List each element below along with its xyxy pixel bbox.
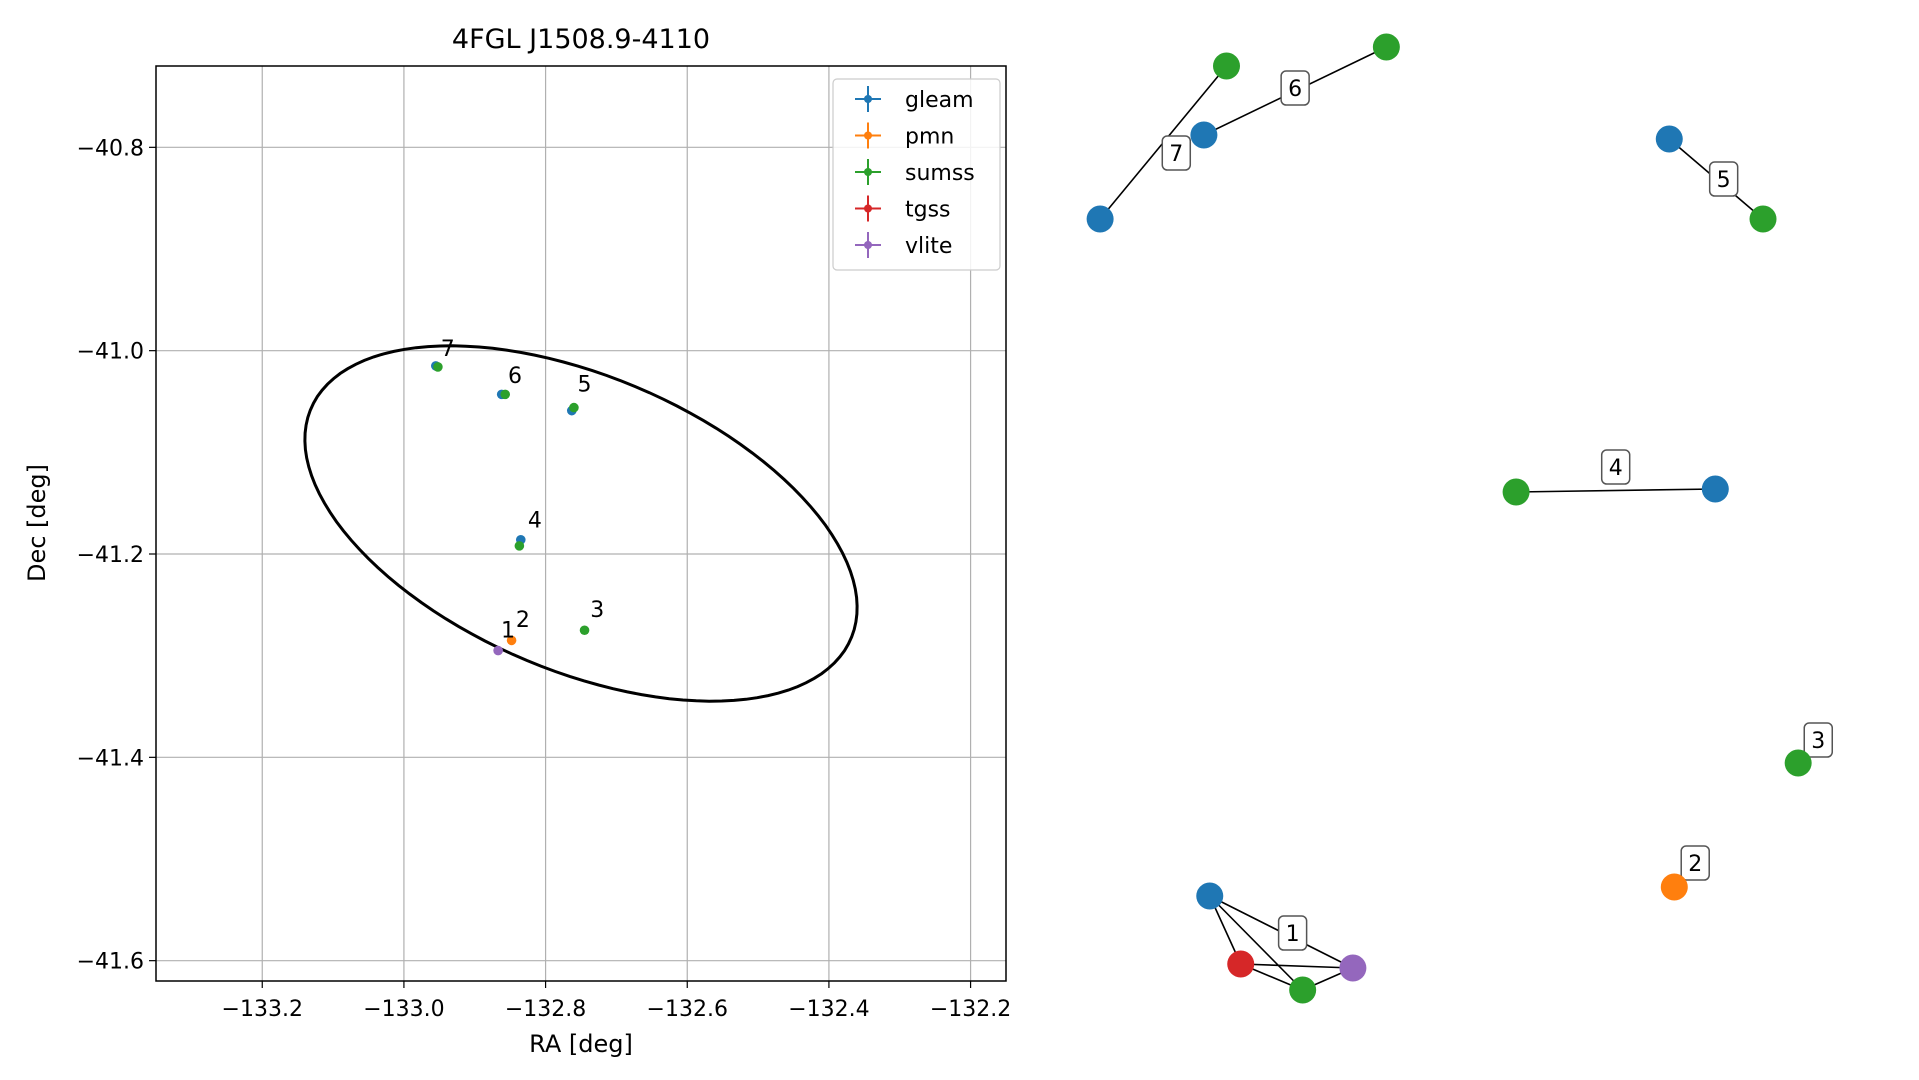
graph-node <box>1339 954 1367 982</box>
legend-entry: pmn <box>855 122 954 150</box>
graph-node <box>1372 33 1400 61</box>
source-label: 3 <box>590 598 604 623</box>
y-tick-label: −41.2 <box>77 543 144 568</box>
legend-entry: vlite <box>855 232 952 259</box>
edge-label-box <box>1280 70 1310 106</box>
graph-node <box>1086 205 1114 233</box>
edge-label-box <box>1708 161 1739 197</box>
x-axis-label: RA [deg] <box>529 1030 633 1058</box>
x-tick-label: −132.2 <box>930 997 1011 1022</box>
source-point <box>579 625 590 636</box>
source-labels: 1 2 3 4 5 6 7 <box>441 337 604 644</box>
legend-label: tgss <box>905 198 951 223</box>
graph-node <box>1190 121 1218 149</box>
edge-label: 2 <box>1680 845 1710 881</box>
edge-label-text: 2 <box>1688 852 1702 877</box>
legend-entry: sumss <box>855 159 975 186</box>
edge-label-box <box>1277 915 1308 951</box>
y-tick-label: −41.4 <box>77 746 144 771</box>
legend-entry: tgss <box>855 195 951 223</box>
edge-label: 5 <box>1708 161 1739 197</box>
source-point <box>514 541 525 551</box>
legend-label: pmn <box>905 125 954 150</box>
localization-ellipse-layer <box>303 344 859 703</box>
legend-label: sumss <box>905 161 975 186</box>
legend-label: vlite <box>905 234 952 259</box>
legend-label: gleam <box>905 88 974 113</box>
source-label: 2 <box>516 608 530 633</box>
chart-title: 4FGL J1508.9-4110 <box>452 24 710 55</box>
x-tick-label: −133.2 <box>222 997 303 1022</box>
source-point <box>493 645 503 656</box>
source-point <box>506 635 517 646</box>
edge-label-text: 6 <box>1288 77 1302 102</box>
source-points <box>430 361 590 656</box>
graph-node <box>1196 882 1224 910</box>
source-label: 4 <box>528 509 542 534</box>
y-axis: −40.8 −41.0 −41.2 −41.4 −41.6 <box>77 136 156 975</box>
legend-marker <box>864 204 872 213</box>
plot-frame <box>155 65 1007 982</box>
edge-label-box <box>1600 449 1631 485</box>
graph-nodes <box>1086 33 1812 1004</box>
graph-edge <box>1240 963 1353 969</box>
graph-node <box>1502 478 1530 506</box>
edge-label-text: 3 <box>1811 729 1825 754</box>
graph-node <box>1749 205 1777 233</box>
source-label: 6 <box>508 364 522 389</box>
edge-label-text: 4 <box>1609 456 1623 481</box>
edge-label: 7 <box>1161 135 1192 171</box>
graph-edge <box>1516 488 1716 493</box>
graph-node <box>1784 749 1812 777</box>
x-axis: −133.2 −133.0 −132.8 −132.6 −132.4 −132.2 <box>222 981 1011 1022</box>
graph-node <box>1289 976 1317 1004</box>
legend-marker <box>864 95 872 103</box>
graph-node <box>1701 475 1729 503</box>
y-tick-label: −41.6 <box>77 950 144 975</box>
source-point <box>433 362 443 372</box>
y-tick-label: −40.8 <box>77 136 144 161</box>
legend-marker <box>864 241 872 249</box>
legend-marker <box>864 131 872 140</box>
graph-node <box>1212 52 1240 80</box>
association-graph-panel: 1 2 3 4 5 6 7 <box>1086 33 1834 1004</box>
source-point <box>569 402 579 413</box>
x-tick-label: −132.8 <box>505 997 586 1022</box>
source-label: 1 <box>501 618 515 643</box>
graph-node <box>1655 125 1683 153</box>
edge-label: 3 <box>1803 722 1834 758</box>
graph-node <box>1227 950 1255 978</box>
source-point <box>500 389 511 400</box>
edge-label-box <box>1161 135 1192 171</box>
source-label: 5 <box>577 372 591 397</box>
graph-edge-labels: 1 2 3 4 5 6 7 <box>1161 70 1834 951</box>
edge-label: 6 <box>1280 70 1310 106</box>
edge-label: 1 <box>1277 915 1308 951</box>
source-label: 7 <box>441 337 455 362</box>
edge-label-text: 5 <box>1717 168 1731 193</box>
edge-label-box <box>1680 845 1710 881</box>
x-tick-label: −132.4 <box>788 997 869 1022</box>
legend: gleam pmn sumss tgss vlite <box>832 78 1001 271</box>
graph-edge <box>1209 895 1304 991</box>
x-tick-label: −132.6 <box>647 997 728 1022</box>
legend-entry: gleam <box>855 86 974 113</box>
legend-marker <box>864 168 872 176</box>
legend-box <box>832 78 1001 271</box>
x-tick-label: −133.0 <box>363 997 444 1022</box>
edge-label-box <box>1803 722 1834 758</box>
graph-node <box>1660 873 1688 901</box>
edge-label-text: 1 <box>1286 922 1300 947</box>
y-tick-label: −41.0 <box>77 340 144 365</box>
y-axis-label: Dec [deg] <box>23 464 51 582</box>
edge-label: 4 <box>1600 449 1631 485</box>
edge-label-text: 7 <box>1169 142 1183 167</box>
localization-ellipse <box>303 344 859 703</box>
